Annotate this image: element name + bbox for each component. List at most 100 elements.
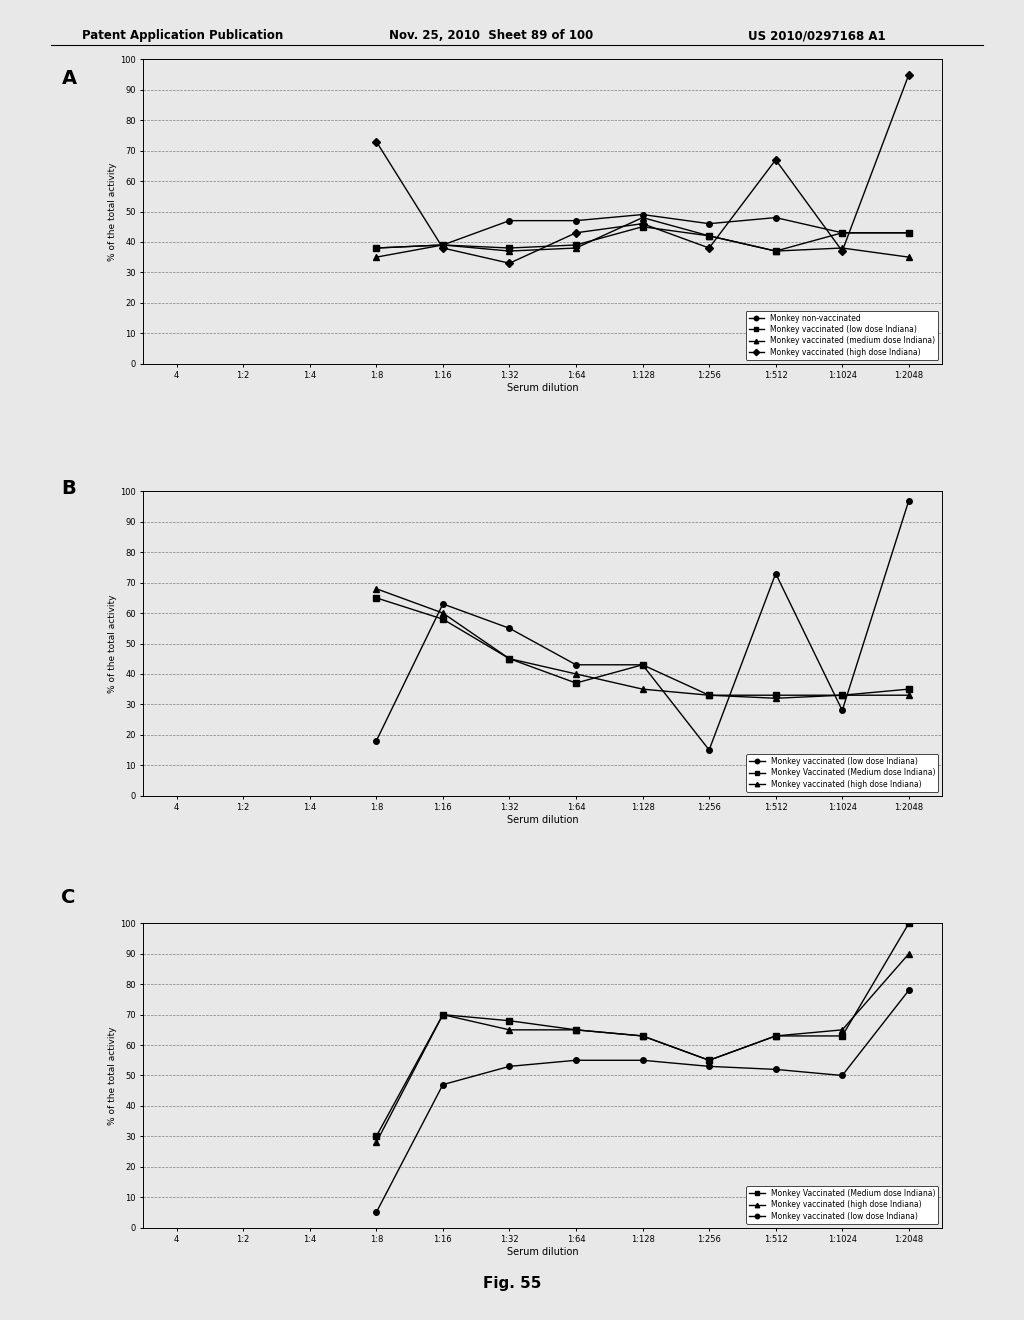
X-axis label: Serum dilution: Serum dilution [507, 383, 579, 393]
Monkey vaccinated (medium dose Indiana) [903, 249, 915, 265]
Monkey Vaccinated (Medium dose Indiana) [770, 688, 782, 704]
Monkey vaccinated (high dose Indiana) [836, 688, 848, 704]
Monkey vaccinated (low dose Indiana) [569, 238, 582, 253]
Monkey vaccinated (high dose Indiana) [371, 133, 383, 149]
Monkey vaccinated (high dose Indiana) [836, 1022, 848, 1038]
Monkey vaccinated (low dose Indiana) [702, 742, 715, 758]
Legend: Monkey vaccinated (low dose Indiana), Monkey Vaccinated (Medium dose Indiana), M: Monkey vaccinated (low dose Indiana), Mo… [746, 754, 938, 792]
Monkey vaccinated (medium dose Indiana) [836, 240, 848, 256]
Monkey non-vaccinated [504, 213, 516, 228]
Monkey vaccinated (high dose Indiana) [770, 152, 782, 168]
Monkey Vaccinated (Medium dose Indiana) [836, 688, 848, 704]
Monkey vaccinated (high dose Indiana) [637, 215, 649, 231]
Monkey vaccinated (low dose Indiana) [436, 1077, 449, 1093]
Monkey vaccinated (medium dose Indiana) [702, 228, 715, 244]
Monkey vaccinated (high dose Indiana) [569, 224, 582, 240]
Text: Nov. 25, 2010  Sheet 89 of 100: Nov. 25, 2010 Sheet 89 of 100 [389, 29, 593, 42]
Monkey vaccinated (high dose Indiana) [436, 240, 449, 256]
Monkey vaccinated (low dose Indiana) [371, 1204, 383, 1220]
Monkey vaccinated (medium dose Indiana) [637, 210, 649, 226]
Monkey non-vaccinated [436, 238, 449, 253]
Legend: Monkey non-vaccinated, Monkey vaccinated (low dose Indiana), Monkey vaccinated (: Monkey non-vaccinated, Monkey vaccinated… [745, 310, 938, 360]
Monkey vaccinated (high dose Indiana) [371, 581, 383, 597]
Monkey vaccinated (low dose Indiana) [702, 1059, 715, 1074]
Text: A: A [61, 69, 77, 87]
Monkey vaccinated (low dose Indiana) [504, 620, 516, 636]
Monkey vaccinated (low dose Indiana) [836, 702, 848, 718]
Monkey vaccinated (low dose Indiana) [637, 219, 649, 235]
Line: Monkey Vaccinated (Medium dose Indiana): Monkey Vaccinated (Medium dose Indiana) [374, 595, 911, 698]
X-axis label: Serum dilution: Serum dilution [507, 814, 579, 825]
Text: C: C [61, 888, 76, 907]
Monkey vaccinated (low dose Indiana) [702, 228, 715, 244]
Monkey vaccinated (low dose Indiana) [371, 240, 383, 256]
Monkey vaccinated (low dose Indiana) [836, 1068, 848, 1084]
Monkey vaccinated (high dose Indiana) [702, 1052, 715, 1068]
Monkey vaccinated (low dose Indiana) [436, 597, 449, 612]
Monkey vaccinated (high dose Indiana) [702, 240, 715, 256]
Monkey vaccinated (low dose Indiana) [569, 1052, 582, 1068]
Line: Monkey vaccinated (low dose Indiana): Monkey vaccinated (low dose Indiana) [374, 224, 911, 253]
Monkey vaccinated (high dose Indiana) [903, 946, 915, 962]
Monkey vaccinated (low dose Indiana) [504, 240, 516, 256]
Monkey vaccinated (high dose Indiana) [903, 688, 915, 704]
Line: Monkey vaccinated (medium dose Indiana): Monkey vaccinated (medium dose Indiana) [374, 215, 911, 260]
Monkey vaccinated (low dose Indiana) [371, 733, 383, 748]
Monkey vaccinated (low dose Indiana) [504, 1059, 516, 1074]
Monkey vaccinated (high dose Indiana) [436, 605, 449, 620]
Monkey vaccinated (high dose Indiana) [504, 651, 516, 667]
Monkey vaccinated (high dose Indiana) [770, 1028, 782, 1044]
Line: Monkey Vaccinated (Medium dose Indiana): Monkey Vaccinated (Medium dose Indiana) [374, 920, 911, 1139]
Line: Monkey vaccinated (high dose Indiana): Monkey vaccinated (high dose Indiana) [374, 71, 911, 267]
Line: Monkey vaccinated (low dose Indiana): Monkey vaccinated (low dose Indiana) [374, 498, 911, 752]
Y-axis label: % of the total activity: % of the total activity [109, 162, 117, 261]
Monkey vaccinated (medium dose Indiana) [770, 243, 782, 259]
Text: US 2010/0297168 A1: US 2010/0297168 A1 [748, 29, 885, 42]
Monkey non-vaccinated [836, 224, 848, 240]
Monkey non-vaccinated [770, 210, 782, 226]
Monkey vaccinated (low dose Indiana) [903, 224, 915, 240]
Monkey Vaccinated (Medium dose Indiana) [702, 1052, 715, 1068]
Monkey vaccinated (medium dose Indiana) [371, 249, 383, 265]
Monkey non-vaccinated [371, 240, 383, 256]
Monkey vaccinated (high dose Indiana) [637, 1028, 649, 1044]
Line: Monkey vaccinated (high dose Indiana): Monkey vaccinated (high dose Indiana) [374, 586, 911, 701]
Monkey vaccinated (high dose Indiana) [504, 255, 516, 271]
Y-axis label: % of the total activity: % of the total activity [109, 1026, 117, 1125]
Monkey vaccinated (low dose Indiana) [637, 657, 649, 673]
Line: Monkey vaccinated (high dose Indiana): Monkey vaccinated (high dose Indiana) [374, 950, 911, 1146]
Monkey vaccinated (low dose Indiana) [436, 238, 449, 253]
Monkey Vaccinated (Medium dose Indiana) [569, 675, 582, 690]
Monkey vaccinated (low dose Indiana) [637, 1052, 649, 1068]
Monkey vaccinated (low dose Indiana) [770, 565, 782, 581]
Monkey vaccinated (low dose Indiana) [903, 492, 915, 508]
Monkey vaccinated (medium dose Indiana) [569, 240, 582, 256]
Monkey vaccinated (low dose Indiana) [770, 1061, 782, 1077]
Monkey vaccinated (high dose Indiana) [702, 688, 715, 704]
Monkey Vaccinated (Medium dose Indiana) [637, 657, 649, 673]
Monkey vaccinated (high dose Indiana) [770, 690, 782, 706]
Monkey vaccinated (high dose Indiana) [436, 1007, 449, 1023]
Monkey vaccinated (high dose Indiana) [637, 681, 649, 697]
Monkey Vaccinated (Medium dose Indiana) [504, 651, 516, 667]
Monkey vaccinated (high dose Indiana) [903, 67, 915, 83]
Monkey non-vaccinated [702, 215, 715, 231]
Text: Fig. 55: Fig. 55 [482, 1276, 542, 1291]
Monkey non-vaccinated [569, 213, 582, 228]
Monkey vaccinated (high dose Indiana) [569, 1022, 582, 1038]
Monkey Vaccinated (Medium dose Indiana) [371, 590, 383, 606]
Monkey Vaccinated (Medium dose Indiana) [836, 1028, 848, 1044]
Monkey vaccinated (low dose Indiana) [903, 982, 915, 998]
Y-axis label: % of the total activity: % of the total activity [109, 594, 117, 693]
Monkey vaccinated (medium dose Indiana) [436, 238, 449, 253]
Monkey Vaccinated (Medium dose Indiana) [504, 1012, 516, 1028]
Monkey Vaccinated (Medium dose Indiana) [903, 916, 915, 932]
Monkey Vaccinated (Medium dose Indiana) [371, 1129, 383, 1144]
Text: Patent Application Publication: Patent Application Publication [82, 29, 284, 42]
X-axis label: Serum dilution: Serum dilution [507, 1247, 579, 1257]
Line: Monkey vaccinated (low dose Indiana): Monkey vaccinated (low dose Indiana) [374, 987, 911, 1216]
Monkey vaccinated (low dose Indiana) [770, 243, 782, 259]
Monkey Vaccinated (Medium dose Indiana) [436, 1007, 449, 1023]
Monkey non-vaccinated [637, 207, 649, 223]
Monkey Vaccinated (Medium dose Indiana) [903, 681, 915, 697]
